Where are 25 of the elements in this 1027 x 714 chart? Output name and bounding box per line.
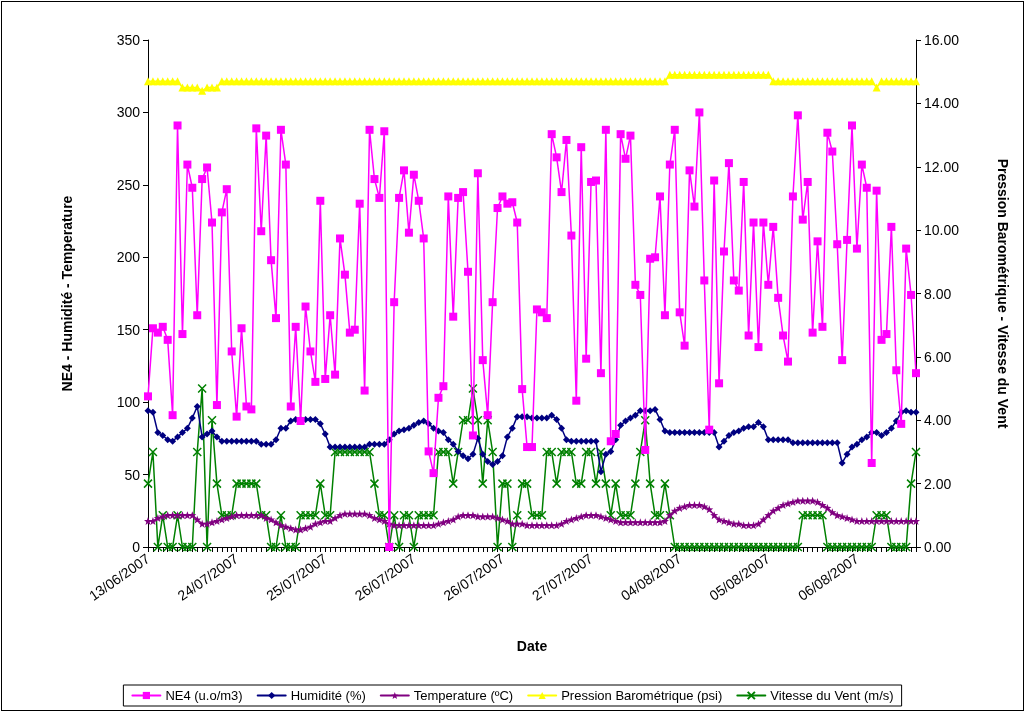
y-tick-label: 150 [116, 321, 141, 338]
y2-tick-label: 4.00 [924, 412, 952, 429]
y-tick-label: 100 [116, 394, 141, 411]
legend-label: Pression Barométrique (psi) [561, 688, 723, 703]
y-tick-label: 350 [116, 32, 141, 48]
legend-label: Humidité (%) [290, 688, 366, 703]
y-tick-label: 50 [124, 466, 141, 483]
legend-label: Temperature (ºC) [413, 688, 514, 703]
y-tick-label: 200 [116, 249, 141, 266]
y2-tick-label: 12.00 [924, 158, 960, 175]
y2-tick-label: 6.00 [924, 348, 952, 365]
y2-tick-label: 16.00 [924, 32, 960, 48]
y2-tick-label: 8.00 [924, 285, 952, 302]
y-tick-label: 0 [132, 539, 141, 555]
y2-tick-label: 14.00 [924, 95, 960, 112]
y2-tick-label: 10.00 [924, 222, 960, 239]
y-tick-label: 250 [116, 176, 141, 193]
x-axis-title: Date [516, 638, 548, 654]
legend-label: NE4 (u.o/m3) [165, 688, 243, 703]
y-axis-title: NE4 - Humidité - Temperature [59, 195, 75, 392]
legend-label: Vitesse du Vent (m/s) [770, 688, 894, 703]
y2-tick-label: 2.00 [924, 475, 952, 492]
y2-tick-label: 0.00 [924, 539, 952, 555]
y2-axis-title: Pression Barométrique - Vitesse du Vent [995, 158, 1011, 429]
y-tick-label: 300 [116, 104, 141, 121]
